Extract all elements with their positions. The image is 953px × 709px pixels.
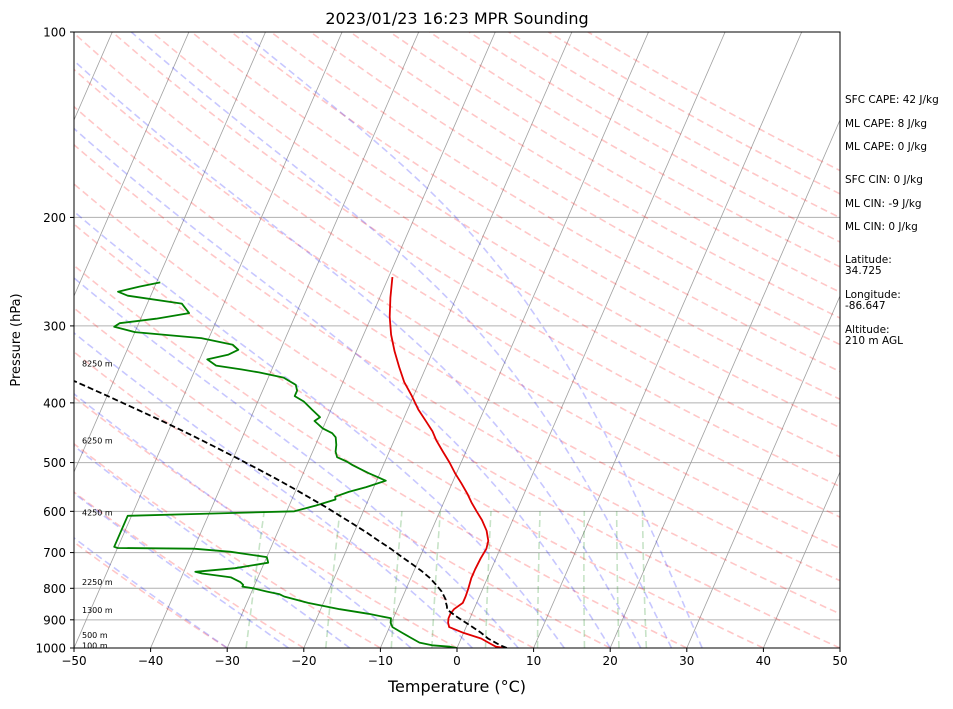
annotation-text: ML CIN: -9 J/kg: [845, 198, 922, 210]
x-tick-label: −30: [215, 654, 240, 668]
annotation-text: ML CAPE: 8 J/kg: [845, 118, 927, 130]
x-tick-label: −40: [138, 654, 163, 668]
y-tick-label: 100: [43, 26, 66, 40]
x-tick-label: 0: [453, 654, 461, 668]
height-label: 100 m: [82, 641, 108, 650]
x-tick-label: 20: [603, 654, 618, 668]
annotation-text: SFC CIN: 0 J/kg: [845, 174, 923, 186]
y-tick-label: 500: [43, 456, 66, 470]
annotation-text: ML CAPE: 0 J/kg: [845, 141, 927, 153]
x-tick-label: 50: [832, 654, 847, 668]
x-tick-label: 10: [526, 654, 541, 668]
height-label: 2250 m: [82, 578, 113, 587]
x-tick-label: −20: [291, 654, 316, 668]
y-tick-label: 300: [43, 319, 66, 333]
x-tick-label: 40: [756, 654, 771, 668]
x-tick-label: 30: [679, 654, 694, 668]
height-label: 6250 m: [82, 436, 113, 445]
y-tick-label: 200: [43, 211, 66, 225]
y-tick-label: 600: [43, 505, 66, 519]
x-tick-label: −10: [368, 654, 393, 668]
height-label: 500 m: [82, 631, 108, 640]
x-tick-label: −50: [61, 654, 86, 668]
y-axis-label: Pressure (hPa): [9, 293, 24, 386]
height-label: 4250 m: [82, 509, 113, 518]
chart-title: 2023/01/23 16:23 MPR Sounding: [325, 9, 588, 28]
y-tick-label: 1000: [35, 642, 66, 656]
annotation-text: SFC CAPE: 42 J/kg: [845, 94, 939, 106]
height-label: 1300 m: [82, 606, 113, 615]
height-label: 8250 m: [82, 359, 113, 368]
y-tick-label: 900: [43, 613, 66, 627]
y-tick-label: 400: [43, 396, 66, 410]
y-tick-label: 800: [43, 582, 66, 596]
annotation-text: ML CIN: 0 J/kg: [845, 221, 918, 233]
x-axis-label: Temperature (°C): [387, 677, 526, 696]
y-tick-label: 700: [43, 546, 66, 560]
